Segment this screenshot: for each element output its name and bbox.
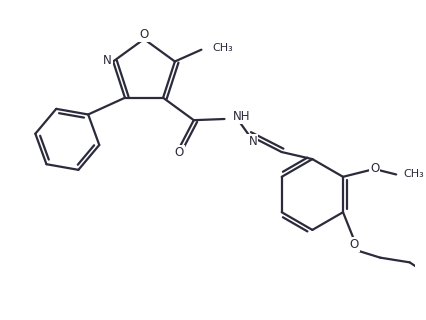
Text: CH₃: CH₃ bbox=[212, 44, 232, 53]
Text: N: N bbox=[103, 54, 111, 67]
Text: O: O bbox=[139, 28, 148, 41]
Text: O: O bbox=[174, 146, 183, 158]
Text: NH: NH bbox=[232, 110, 250, 123]
Text: O: O bbox=[369, 162, 379, 175]
Text: CH₃: CH₃ bbox=[402, 170, 423, 180]
Text: N: N bbox=[248, 135, 256, 148]
Text: O: O bbox=[349, 238, 358, 251]
